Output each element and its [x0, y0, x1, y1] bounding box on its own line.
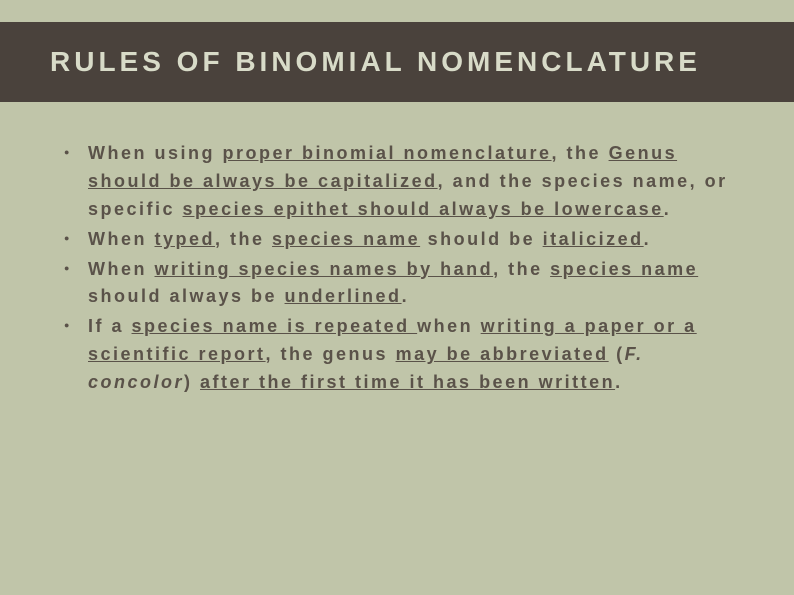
text-segment: If a [88, 316, 132, 336]
text-segment: species name [550, 259, 698, 279]
text-segment: italicized [543, 229, 644, 249]
bullet-item: When using proper binomial nomenclature,… [60, 140, 744, 224]
text-segment: When using [88, 143, 223, 163]
text-segment: underlined [285, 286, 402, 306]
title-bar: RULES OF BINOMIAL NOMENCLATURE [0, 22, 794, 102]
bullet-item: If a species name is repeated when writi… [60, 313, 744, 397]
text-segment: When [88, 229, 155, 249]
text-segment: may be abbreviated [396, 344, 609, 364]
text-segment: ) [184, 372, 200, 392]
text-segment: after the first time it has been written [200, 372, 615, 392]
bullet-item: When typed, the species name should be i… [60, 226, 744, 254]
slide-title: RULES OF BINOMIAL NOMENCLATURE [50, 46, 701, 78]
slide: RULES OF BINOMIAL NOMENCLATURE When usin… [0, 0, 794, 595]
text-segment: when [417, 316, 481, 336]
text-segment: species name is repeated [132, 316, 418, 336]
text-segment: proper binomial nomenclature [223, 143, 552, 163]
text-segment: species name [272, 229, 420, 249]
text-segment: writing species names by hand [155, 259, 494, 279]
text-segment: When [88, 259, 155, 279]
bullet-list: When using proper binomial nomenclature,… [60, 140, 744, 397]
slide-content: When using proper binomial nomenclature,… [60, 140, 744, 399]
text-segment: . [644, 229, 652, 249]
text-segment: , the [215, 229, 272, 249]
text-segment: should always be [88, 286, 285, 306]
text-segment: . [664, 199, 672, 219]
text-segment: , the [493, 259, 550, 279]
text-segment: , the genus [266, 344, 396, 364]
text-segment: . [402, 286, 410, 306]
text-segment: . [615, 372, 623, 392]
text-segment: should be [420, 229, 543, 249]
text-segment: typed [155, 229, 216, 249]
text-segment: species epithet should always be lowerca… [183, 199, 664, 219]
text-segment: ( [609, 344, 625, 364]
text-segment: , the [552, 143, 609, 163]
bullet-item: When writing species names by hand, the … [60, 256, 744, 312]
